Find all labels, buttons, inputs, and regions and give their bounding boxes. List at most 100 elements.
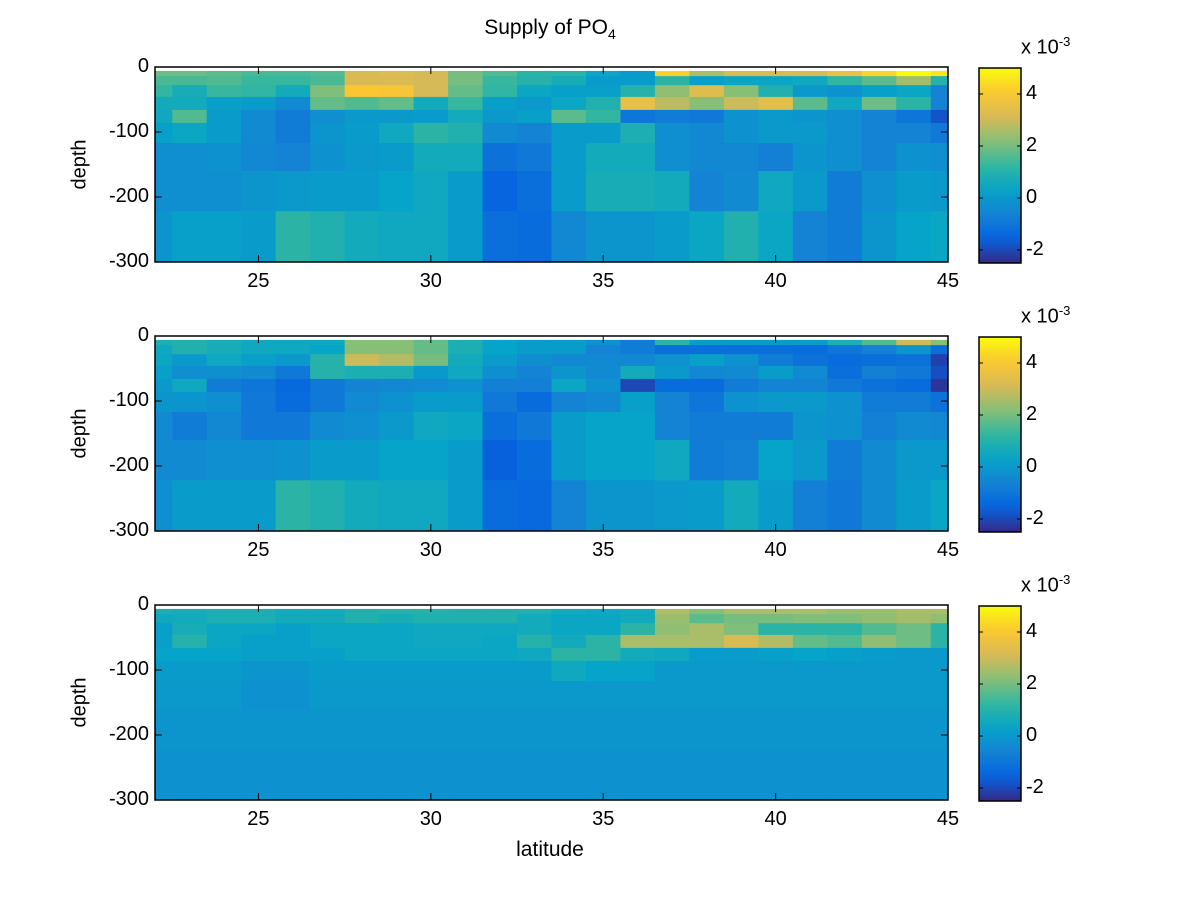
heatmap-cell — [792, 634, 828, 649]
y-tick-label: -200 — [108, 185, 149, 207]
heatmap-cell — [758, 85, 794, 98]
heatmap-cell — [155, 109, 173, 124]
heatmap-cell — [379, 749, 415, 801]
heatmap-cell — [344, 122, 380, 144]
heatmap-cell — [241, 122, 277, 144]
heatmap-cell — [344, 76, 380, 86]
heatmap-cell — [861, 96, 897, 111]
heatmap-cell — [206, 122, 242, 144]
heatmap-cell — [620, 660, 656, 682]
heatmap-cell — [551, 608, 587, 615]
heatmap-cell — [172, 85, 208, 98]
heatmap-cell — [827, 211, 863, 263]
heatmap-cell — [861, 171, 897, 212]
heatmap-cell — [310, 171, 346, 212]
heatmap-cell — [585, 143, 621, 172]
heatmap-cell — [275, 76, 311, 86]
heatmap-cell — [861, 614, 897, 624]
heatmap-cell — [482, 749, 518, 801]
heatmap-cell — [930, 143, 949, 172]
heatmap-cell — [517, 122, 552, 144]
x-tick-label: 30 — [419, 808, 442, 830]
heatmap-cell — [155, 608, 173, 615]
colorbar-tick-label: 0 — [1026, 186, 1038, 208]
heatmap-cell — [827, 109, 863, 124]
heatmap-cell — [827, 76, 863, 86]
heatmap-cell — [792, 623, 828, 636]
heatmap-cell — [896, 634, 932, 649]
heatmap-cell — [206, 440, 242, 481]
y-tick-label: 0 — [137, 593, 149, 615]
heatmap-cell — [241, 354, 277, 367]
heatmap-cell — [172, 412, 208, 441]
heatmap-cell — [654, 70, 690, 77]
heatmap-cell — [310, 109, 346, 124]
heatmap-cell — [654, 345, 690, 355]
heatmap-cell — [344, 211, 380, 263]
heatmap-cell — [206, 681, 242, 710]
heatmap-cell — [861, 391, 897, 413]
heatmap-cell — [517, 171, 552, 212]
heatmap-cell — [206, 365, 242, 380]
heatmap-cell — [620, 749, 656, 801]
heatmap-cell — [482, 365, 518, 380]
heatmap-cell — [723, 211, 759, 263]
x-tick-label: 35 — [592, 808, 615, 830]
heatmap-cell — [482, 85, 518, 98]
heatmap-cell — [275, 660, 311, 682]
heatmap-cell — [155, 70, 173, 77]
heatmap-cell — [827, 354, 863, 367]
heatmap-cell — [861, 749, 897, 801]
heatmap-cell — [896, 412, 932, 441]
heatmap-cell — [930, 378, 949, 393]
heatmap-cell — [827, 660, 863, 682]
multiplier-base: x 10 — [1021, 574, 1059, 597]
heatmap-cell — [620, 681, 656, 710]
y-tick-label: -300 — [108, 788, 149, 810]
heatmap-cell — [792, 171, 828, 212]
heatmap-cell — [551, 440, 587, 481]
heatmap-cell — [723, 634, 759, 649]
heatmap-cell — [861, 681, 897, 710]
heatmap-cell — [379, 412, 415, 441]
heatmap-cell — [654, 749, 690, 801]
heatmap-cell — [310, 440, 346, 481]
heatmap-cell — [413, 345, 449, 355]
heatmap-cell — [827, 480, 863, 532]
heatmap-cell — [827, 85, 863, 98]
heatmap-cell — [792, 440, 828, 481]
heatmap-cell — [517, 76, 552, 86]
heatmap-cell — [448, 143, 484, 172]
heatmap-cell — [723, 365, 759, 380]
heatmap-cell — [344, 681, 380, 710]
heatmap-cell — [620, 608, 656, 615]
heatmap-cell — [654, 211, 690, 263]
heatmap-cell — [896, 85, 932, 98]
heatmap-cell — [172, 96, 208, 111]
heatmap-cell — [172, 345, 208, 355]
heatmap-cell — [275, 647, 311, 662]
heatmap-cell — [206, 143, 242, 172]
heatmap-cell — [413, 480, 449, 532]
heatmap-cell — [310, 412, 346, 441]
heatmap-cell — [344, 647, 380, 662]
heatmap-cell — [155, 76, 173, 86]
heatmap-cell — [758, 681, 794, 710]
heatmap-cell — [551, 143, 587, 172]
heatmap-cell — [689, 143, 725, 172]
heatmap-cell — [654, 634, 690, 649]
heatmap-cell — [413, 440, 449, 481]
heatmap-cell — [896, 345, 932, 355]
heatmap-cell — [827, 749, 863, 801]
heatmap-cell — [517, 480, 552, 532]
colorbar-tick-label: 4 — [1026, 351, 1038, 373]
heatmap-cell — [379, 365, 415, 380]
heatmap-cell — [344, 412, 380, 441]
heatmap-cell — [275, 681, 311, 710]
heatmap-cell — [275, 391, 311, 413]
heatmap-cell — [896, 647, 932, 662]
heatmap-cell — [482, 345, 518, 355]
heatmap-cell — [723, 623, 759, 636]
heatmap-cell — [689, 749, 725, 801]
x-tick-label: 45 — [936, 270, 960, 292]
